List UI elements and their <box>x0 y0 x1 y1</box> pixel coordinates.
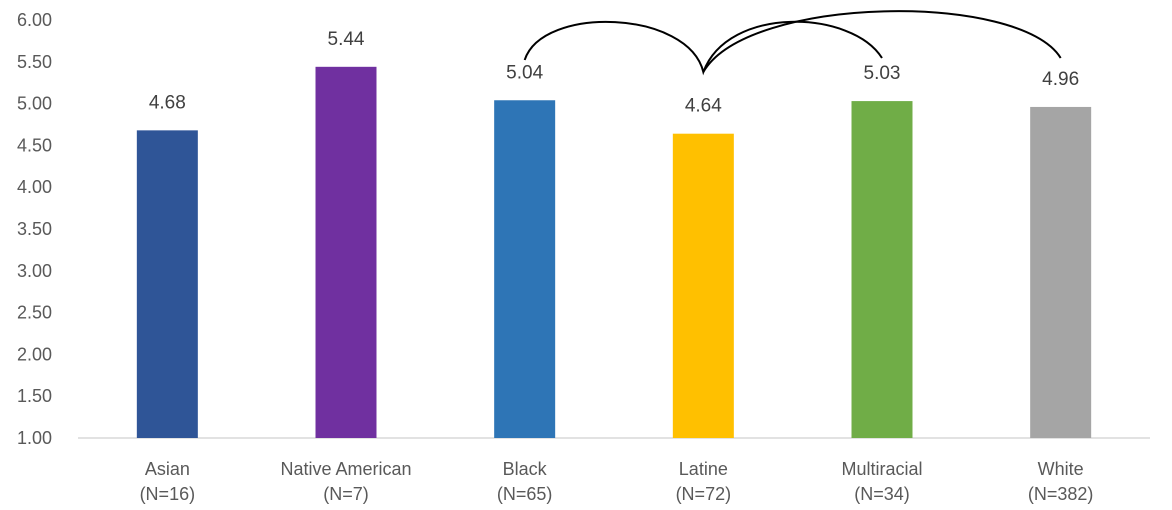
significance-arc-black-multiracial <box>523 20 883 76</box>
x-tick-label: Asian <box>145 459 190 479</box>
bar-latine <box>672 133 734 439</box>
y-tick-label: 2.00 <box>17 344 52 364</box>
y-axis: 1.00 1.50 2.00 2.50 3.00 3.50 4.00 4.50 5.00 5.50… <box>17 10 52 448</box>
x-tick-sample-size: (N=7) <box>323 484 369 504</box>
x-tick-sample-size: (N=65) <box>497 484 553 504</box>
y-tick-label: 2.50 <box>17 303 52 323</box>
y-tick-label: 5.00 <box>17 94 52 114</box>
data-label: 4.68 <box>149 92 186 113</box>
y-tick-label: 4.00 <box>17 177 52 197</box>
x-tick-label: Multiracial <box>841 459 922 479</box>
y-tick-label: 1.50 <box>17 386 52 406</box>
data-label: 4.96 <box>1042 69 1079 90</box>
y-tick-label: 3.50 <box>17 219 52 239</box>
x-tick-label: Black <box>503 459 548 479</box>
bar-asian <box>136 130 198 439</box>
x-tick-label: White <box>1038 459 1084 479</box>
y-tick-label: 4.50 <box>17 135 52 155</box>
x-tick-label: Native American <box>280 459 411 479</box>
x-tick-sample-size: (N=34) <box>854 484 910 504</box>
x-tick-sample-size: (N=72) <box>676 484 732 504</box>
bar-native-american <box>315 66 377 438</box>
data-label: 5.03 <box>864 63 901 84</box>
data-labels-group: 4.68 5.44 5.04 4.64 5.03 4.96 <box>149 29 1079 117</box>
bars-group <box>136 66 1092 439</box>
bar-multiracial <box>851 101 913 438</box>
significance-arc-latine-white <box>702 10 1062 73</box>
x-axis: Asian (N=16) Native American (N=7) Black (N=6… <box>140 459 1094 504</box>
y-tick-label: 5.50 <box>17 52 52 72</box>
y-tick-label: 3.00 <box>17 261 52 281</box>
x-tick-label: Latine <box>679 459 728 479</box>
bar-black <box>494 100 556 439</box>
bar-white <box>1030 106 1092 438</box>
data-label: 5.44 <box>328 29 365 50</box>
x-tick-sample-size: (N=16) <box>140 484 196 504</box>
y-tick-label: 6.00 <box>17 10 52 30</box>
data-label: 4.64 <box>685 96 722 117</box>
x-tick-sample-size: (N=382) <box>1028 484 1094 504</box>
significance-arcs <box>523 10 1062 76</box>
data-label: 5.04 <box>506 62 543 83</box>
y-tick-label: 1.00 <box>17 428 52 448</box>
